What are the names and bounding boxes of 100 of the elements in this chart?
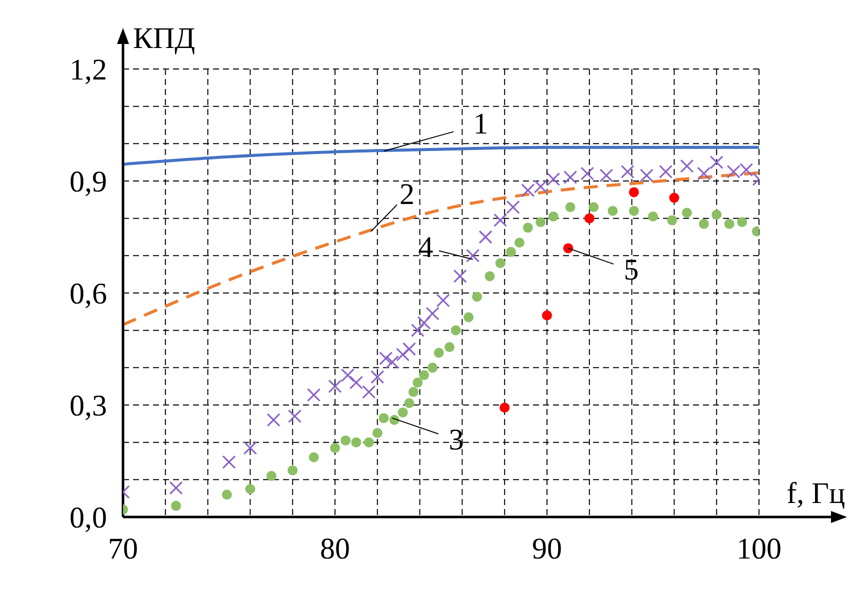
- point: [546, 172, 560, 186]
- point: [536, 217, 546, 228]
- x-tick-label: 70: [108, 532, 138, 566]
- point: [548, 211, 558, 222]
- line-series: [123, 171, 759, 326]
- point: [466, 248, 480, 262]
- point: [710, 156, 724, 170]
- point: [428, 362, 438, 373]
- annotation: 2: [400, 178, 415, 211]
- point: [398, 407, 408, 418]
- point: [436, 294, 450, 308]
- point: [410, 324, 424, 338]
- point: [620, 164, 634, 178]
- y-tick-label: 0,3: [70, 390, 107, 423]
- point: [266, 470, 276, 481]
- point: [266, 413, 280, 427]
- point: [697, 166, 711, 180]
- point: [444, 342, 454, 352]
- point: [682, 208, 692, 218]
- point: [506, 200, 520, 214]
- point: [328, 380, 342, 394]
- point: [378, 413, 389, 424]
- point: [667, 215, 678, 226]
- point: [565, 202, 576, 212]
- point: [288, 465, 298, 476]
- point: [628, 187, 639, 198]
- point: [372, 428, 382, 438]
- point: [534, 180, 548, 194]
- point: [169, 481, 183, 495]
- point: [307, 388, 321, 402]
- point: [484, 271, 495, 282]
- point: [542, 310, 552, 320]
- x-axis-title: f, Гц: [786, 477, 845, 510]
- point: [669, 192, 680, 203]
- point: [245, 484, 256, 494]
- point: [628, 206, 639, 216]
- point: [222, 490, 232, 500]
- point: [364, 437, 374, 448]
- point: [408, 386, 418, 397]
- point: [698, 218, 709, 229]
- point: [404, 398, 414, 408]
- point: [712, 210, 722, 220]
- point: [608, 206, 618, 216]
- point: [494, 213, 508, 227]
- point: [600, 168, 614, 182]
- point: [426, 306, 440, 320]
- point: [385, 355, 400, 369]
- point: [434, 348, 444, 358]
- point: [580, 166, 594, 180]
- point: [340, 368, 355, 382]
- point: [412, 378, 423, 388]
- annotation: 3: [448, 424, 464, 457]
- y-axis-title: КПД: [133, 22, 196, 55]
- point: [564, 170, 578, 184]
- point: [362, 385, 376, 399]
- point: [379, 352, 393, 366]
- point: [402, 342, 416, 356]
- point: [506, 246, 516, 257]
- point: [737, 217, 748, 228]
- point: [340, 435, 351, 446]
- point: [588, 202, 599, 212]
- point: [724, 218, 734, 229]
- point: [243, 441, 257, 455]
- point: [658, 164, 673, 178]
- annotation: 4: [418, 230, 434, 264]
- point: [522, 222, 533, 233]
- point: [351, 437, 362, 448]
- point: [472, 292, 482, 302]
- point: [450, 325, 461, 336]
- point: [308, 452, 319, 462]
- point: [171, 500, 181, 511]
- point: [563, 243, 574, 254]
- point: [453, 269, 467, 283]
- point: [222, 455, 236, 469]
- point: [584, 213, 594, 224]
- point: [495, 258, 506, 268]
- point: [640, 168, 654, 182]
- y-tick-label: 1,2: [70, 54, 107, 87]
- y-tick-label: 0,0: [70, 502, 107, 535]
- point: [500, 402, 510, 413]
- point: [288, 409, 302, 423]
- x-tick-label: 90: [532, 532, 562, 566]
- y-tick-label: 0,6: [70, 278, 107, 311]
- point: [417, 316, 431, 330]
- annotation: 1: [473, 108, 488, 141]
- y-tick-label: 0,9: [70, 166, 107, 199]
- point: [419, 370, 430, 380]
- x-tick-label: 80: [320, 532, 350, 566]
- point: [370, 370, 384, 384]
- point: [478, 230, 492, 244]
- point: [521, 184, 535, 198]
- point: [349, 376, 363, 390]
- point: [396, 348, 410, 362]
- point: [680, 159, 694, 173]
- x-tick-label: 100: [736, 532, 782, 566]
- point: [514, 238, 524, 248]
- point: [330, 442, 340, 453]
- point: [648, 211, 658, 222]
- line-series: [123, 146, 759, 166]
- point: [464, 312, 474, 322]
